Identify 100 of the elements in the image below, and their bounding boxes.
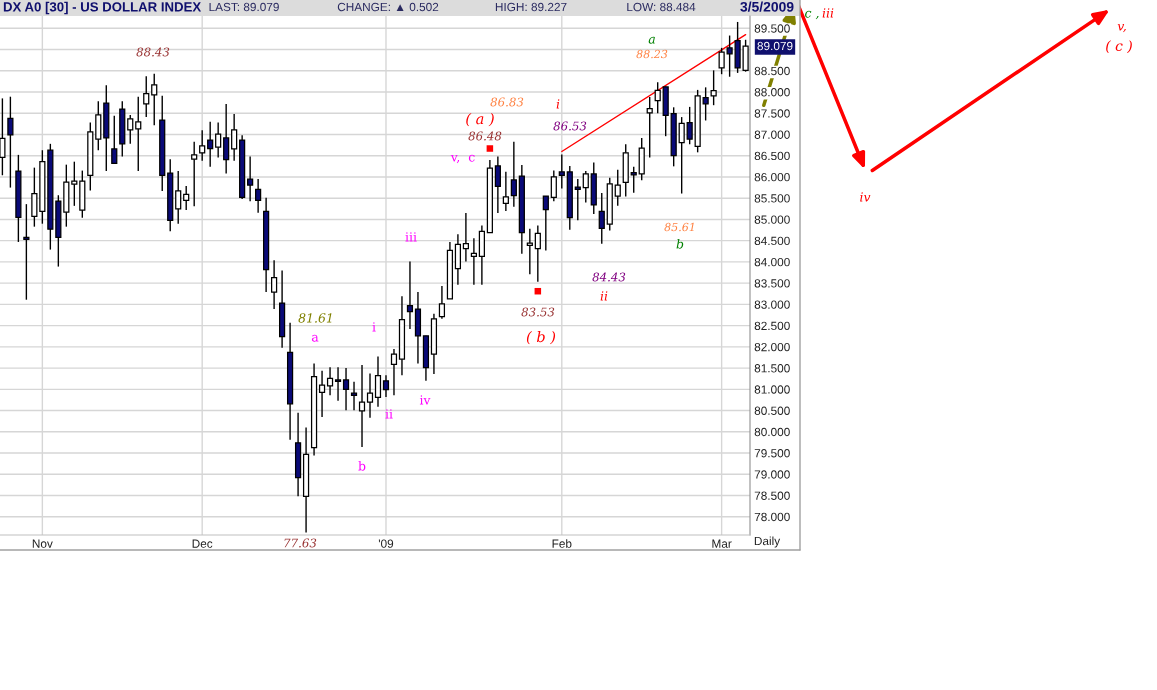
candlestick <box>31 166 38 228</box>
candlestick <box>646 96 653 159</box>
annotation: v, c <box>450 154 475 164</box>
annotation: i <box>556 99 560 109</box>
candlestick <box>686 106 693 145</box>
candlestick <box>71 160 78 207</box>
y-tick-label: 84.500 <box>754 236 790 246</box>
y-tick-label: 85.000 <box>754 215 790 224</box>
annotation: ( b ) <box>526 330 556 345</box>
y-tick-label: 80.000 <box>754 427 790 437</box>
candlestick <box>358 364 366 448</box>
y-tick-label: 83.000 <box>754 300 790 309</box>
candlestick <box>318 369 326 418</box>
y-tick-label: 79.500 <box>754 449 790 458</box>
text: 77.63 <box>284 538 317 548</box>
candlestick <box>207 121 214 168</box>
candlestick <box>470 237 477 286</box>
candlestick <box>710 69 717 106</box>
candlestick <box>215 121 222 159</box>
candlestick <box>574 178 581 221</box>
text: HIGH: 89.227 <box>495 2 567 12</box>
candlestick <box>334 366 342 402</box>
y-tick-label: 81.000 <box>754 385 790 394</box>
text: iv <box>860 192 871 202</box>
text: 89.079 <box>757 41 793 51</box>
candlestick <box>550 169 557 202</box>
candlestick <box>342 367 350 411</box>
y-tick-label: 83.500 <box>754 279 790 288</box>
candlestick <box>183 185 190 211</box>
y-tick-label: 88.000 <box>754 88 790 97</box>
candlestick <box>366 372 374 419</box>
candlestick <box>526 228 533 275</box>
annotation: b <box>358 460 366 471</box>
y-tick-label: 84.000 <box>754 257 790 267</box>
candlestick <box>390 348 398 396</box>
candlestick <box>438 285 446 320</box>
y-tick-label: 78.500 <box>754 491 790 500</box>
candlestick <box>223 103 230 175</box>
y-tick-label: 81.500 <box>754 364 790 373</box>
candlestick <box>135 96 142 172</box>
annotation: b <box>676 238 684 249</box>
text: ( c ) <box>1106 40 1132 53</box>
x-tick-label: Feb <box>552 539 572 548</box>
y-tick-label: 88.500 <box>754 66 790 76</box>
x-tick-label: '09 <box>378 539 394 548</box>
annotation: a <box>648 36 655 44</box>
annotation: ( a ) <box>466 112 494 127</box>
annotation: 85.61 <box>664 222 694 232</box>
candlestick <box>382 374 390 398</box>
candlestick <box>199 129 206 162</box>
candlestick <box>406 260 414 330</box>
annotation: iii <box>405 232 417 242</box>
y-tick-label: 86.500 <box>754 151 790 161</box>
candlestick <box>151 73 158 126</box>
candlestick <box>502 171 509 212</box>
y-tick-label: 86.000 <box>754 173 790 182</box>
x-tick-label: Nov <box>32 539 53 548</box>
annotation: 88.23 <box>636 49 668 59</box>
annotation: 86.48 <box>468 131 502 141</box>
candlestick <box>175 170 182 225</box>
text: LOW: 88.484 <box>627 2 696 12</box>
x-tick-label: Dec <box>192 539 213 548</box>
candlestick <box>350 380 358 411</box>
candlestick <box>111 115 118 165</box>
annotation: ii <box>600 291 608 301</box>
candlestick <box>191 141 198 207</box>
candlestick <box>255 178 262 214</box>
candlestick <box>0 97 6 176</box>
annotation: ii <box>385 409 393 419</box>
candlestick <box>271 259 278 310</box>
candlestick <box>462 212 470 263</box>
candlestick <box>582 170 589 204</box>
y-tick-label: 87.500 <box>754 109 790 118</box>
y-tick-label: 78.000 <box>754 512 790 522</box>
candlestick <box>127 114 134 145</box>
y-tick-label: 87.000 <box>754 130 790 139</box>
text: LAST: 89.079 <box>209 2 279 12</box>
x-tick-label: Mar <box>712 539 732 548</box>
candlestick <box>247 155 254 202</box>
annotation: iv <box>419 395 431 405</box>
text: iii <box>822 8 834 18</box>
chart-title: DX A0 [30] - US DOLLAR INDEX <box>3 1 202 15</box>
y-tick-label: 79.000 <box>754 470 790 479</box>
y-tick-label: 80.500 <box>754 406 790 415</box>
annotation: i <box>372 322 376 332</box>
annotation: 86.53 <box>553 121 587 131</box>
candlestick <box>558 153 565 190</box>
candlestick <box>143 75 150 118</box>
candlestick <box>7 96 14 189</box>
candlestick <box>678 116 685 195</box>
annotation: 88.43 <box>136 47 170 57</box>
candlestick <box>326 366 334 396</box>
y-tick-label: 82.000 <box>754 342 790 352</box>
candlestick <box>702 86 709 122</box>
candlestick <box>630 166 637 194</box>
y-tick-label: 85.500 <box>754 194 790 203</box>
candlestick <box>23 203 30 301</box>
candlestick <box>534 224 541 283</box>
candlestick <box>654 81 661 114</box>
y-tick-label: 82.500 <box>754 321 790 331</box>
